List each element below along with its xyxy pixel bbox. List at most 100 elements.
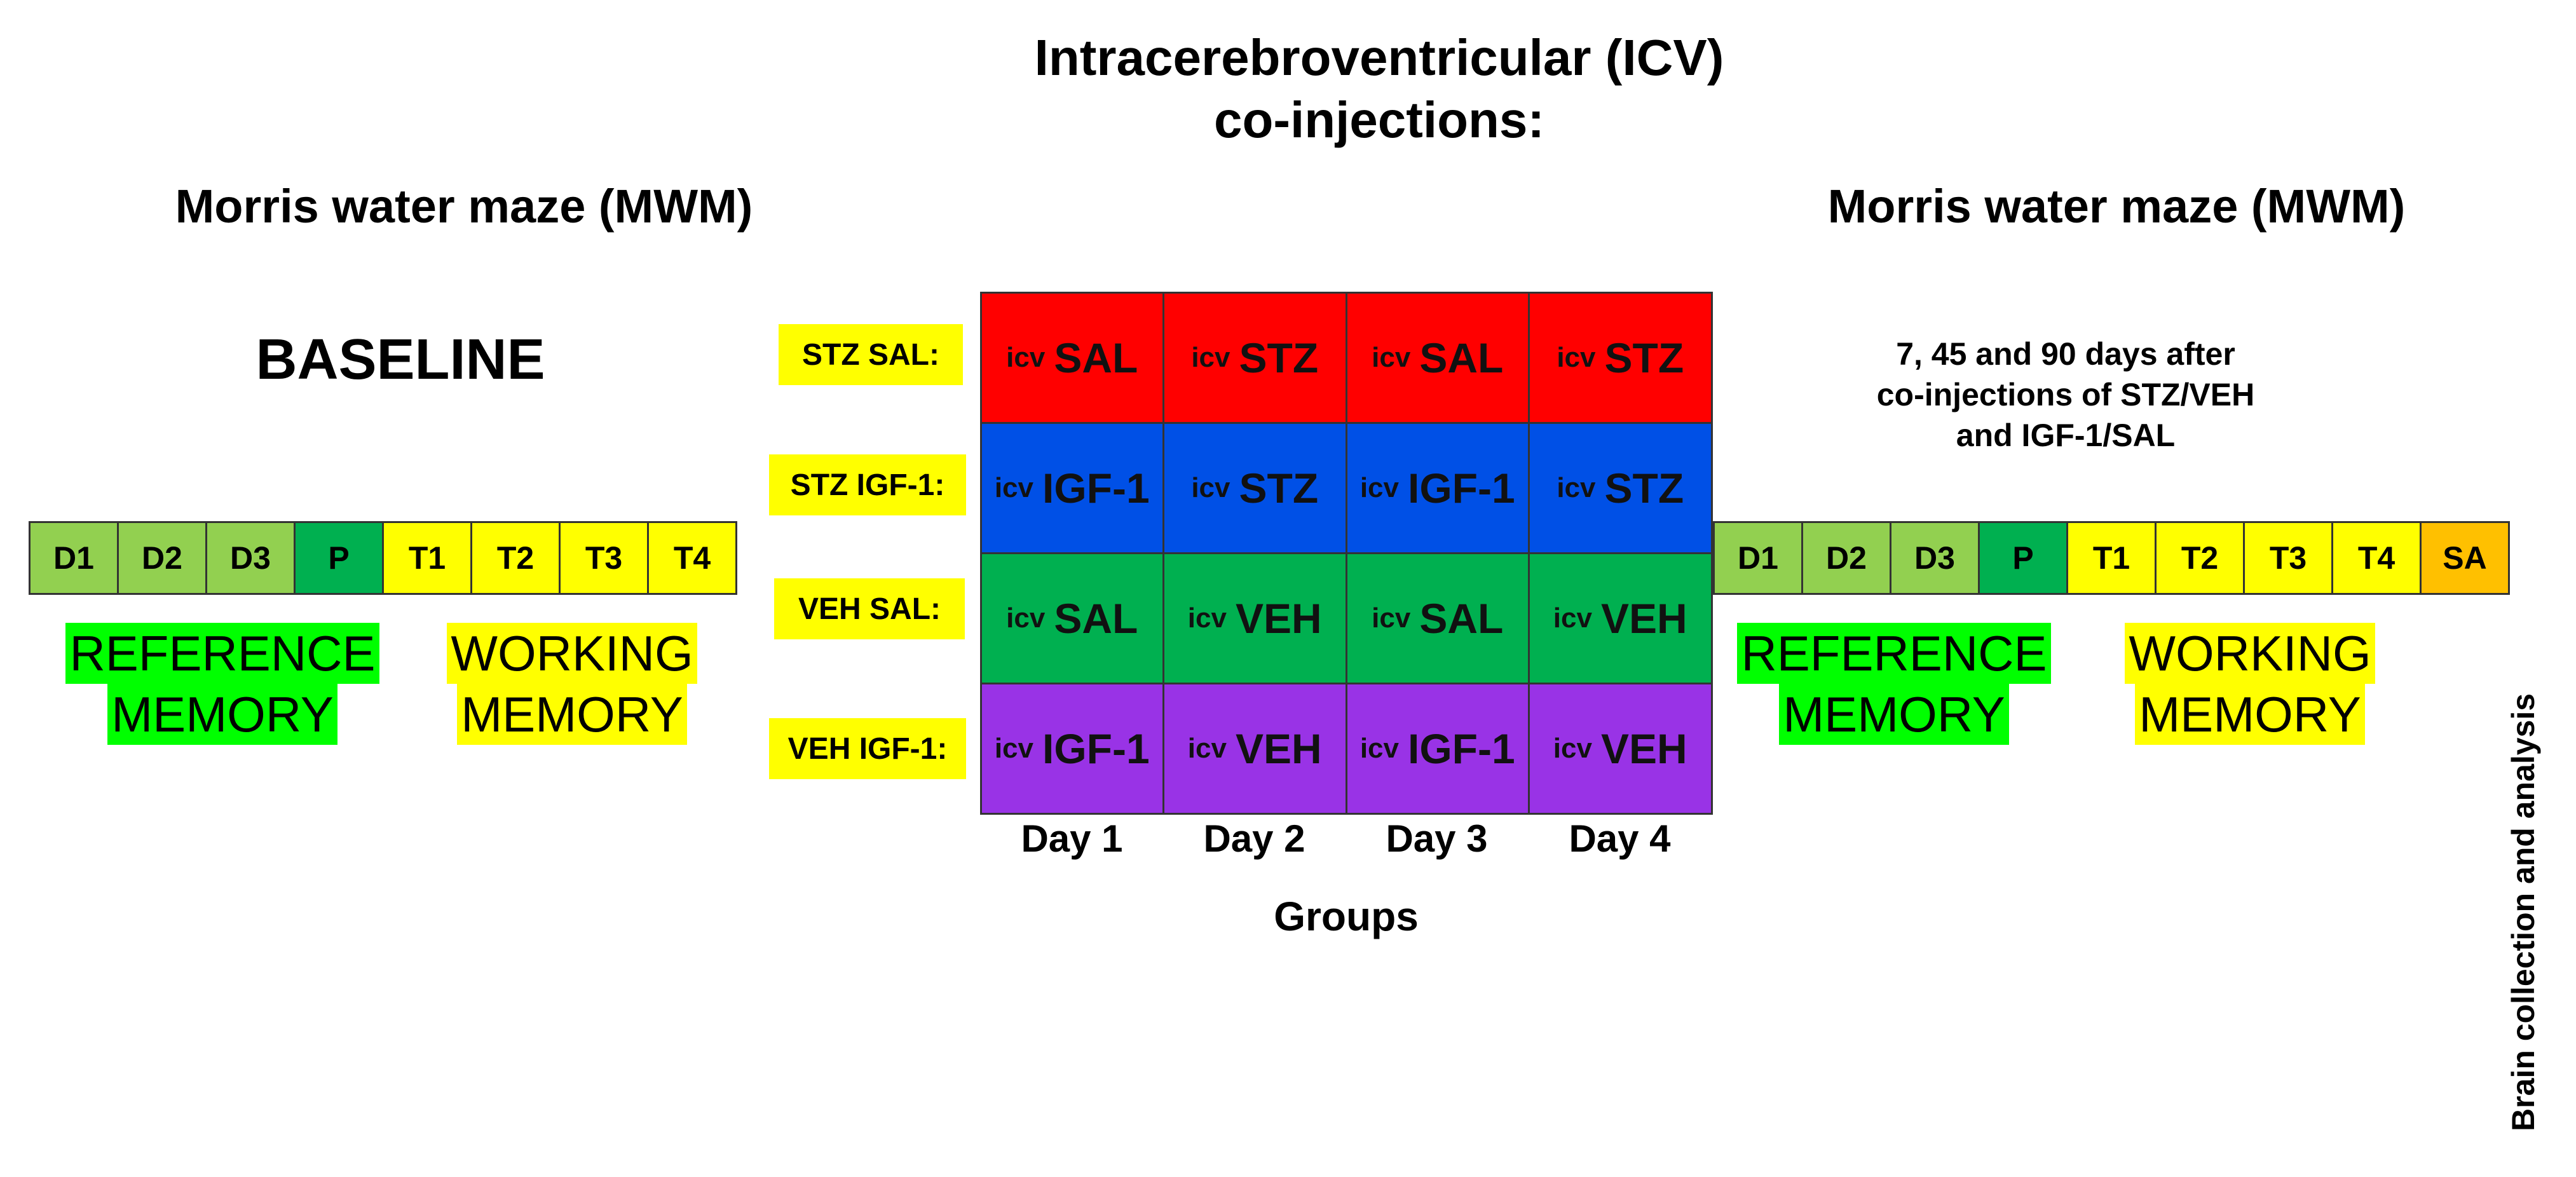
icv-title: Intracerebroventricular (ICV) co-injecti…	[890, 27, 1869, 151]
icv-prefix: icv	[1557, 472, 1596, 503]
working-memory-line2: MEMORY	[2135, 684, 2365, 745]
grid-cell: icv VEH	[1162, 682, 1347, 815]
drug-label: VEH	[1600, 594, 1687, 642]
timeline-cell-probe: P	[294, 521, 384, 595]
timeline-cell-d1: D1	[1713, 521, 1803, 595]
grid-cell: icv SAL	[1345, 291, 1530, 424]
timeline-cell-t2: T2	[2155, 521, 2245, 595]
icv-prefix: icv	[1553, 602, 1592, 634]
icv-prefix: icv	[1360, 732, 1399, 764]
day-label-3: Day 3	[1386, 817, 1488, 860]
drug-label: STZ	[1239, 334, 1319, 381]
day-label-1: Day 1	[1021, 817, 1123, 860]
icv-prefix: icv	[994, 472, 1033, 503]
drug-label: IGF-1	[1042, 725, 1150, 772]
baseline-timeline-strip: D1 D2 D3 P T1 T2 T3 T4	[29, 521, 737, 595]
timeline-cell-d1: D1	[29, 521, 119, 595]
drug-label: SAL	[1054, 334, 1138, 381]
grid-cell: icv VEH	[1528, 552, 1713, 684]
drug-label: STZ	[1604, 334, 1684, 381]
timeline-cell-d3: D3	[1890, 521, 1980, 595]
icv-prefix: icv	[1187, 732, 1227, 764]
reference-memory-label-right: REFERENCE MEMORY	[1729, 623, 2059, 745]
brain-collection-note: Brain collection and analysis	[2505, 693, 2541, 1131]
reference-memory-line2: MEMORY	[107, 684, 337, 745]
icv-prefix: icv	[1187, 602, 1227, 634]
day-label-4: Day 4	[1569, 817, 1671, 860]
icv-prefix: icv	[1191, 472, 1230, 503]
reference-memory-line2: MEMORY	[1779, 684, 2009, 745]
drug-label: STZ	[1239, 464, 1319, 512]
timeline-cell-t1: T1	[2066, 521, 2157, 595]
grid-cell: icv VEH	[1528, 682, 1713, 815]
icv-prefix: icv	[1372, 602, 1411, 634]
group-label-veh-igf1: VEH IGF-1:	[769, 718, 966, 779]
reference-memory-label-left: REFERENCE MEMORY	[51, 623, 394, 745]
icv-prefix: icv	[1372, 341, 1411, 373]
groups-axis-label: Groups	[1274, 894, 1419, 939]
grid-cell: icv STZ	[1528, 421, 1713, 554]
grid-cell: icv VEH	[1162, 552, 1347, 684]
mwm-heading-right: Morris water maze (MWM)	[1827, 180, 2406, 233]
icv-prefix: icv	[1553, 732, 1592, 764]
timeline-cell-t3: T3	[559, 521, 649, 595]
grid-cell: icv SAL	[1345, 552, 1530, 684]
timeline-cell-t3: T3	[2243, 521, 2333, 595]
icv-prefix: icv	[1557, 341, 1596, 373]
timeline-cell-sa: SA	[2420, 521, 2510, 595]
icv-prefix: icv	[1006, 602, 1046, 634]
timeline-cell-t1: T1	[382, 521, 472, 595]
drug-label: SAL	[1419, 594, 1504, 642]
group-label-veh-sal: VEH SAL:	[774, 578, 965, 639]
grid-cell: icv STZ	[1162, 291, 1347, 424]
drug-label: SAL	[1419, 334, 1504, 381]
injection-schedule-grid: icv SAL icv STZ icv SAL icv STZ icv IGF-1 icv…	[979, 291, 1713, 815]
reference-memory-line1: REFERENCE	[65, 623, 379, 684]
timeline-cell-d2: D2	[1801, 521, 1891, 595]
icv-prefix: icv	[1006, 341, 1046, 373]
drug-label: VEH	[1600, 725, 1687, 772]
grid-cell: icv STZ	[1162, 421, 1347, 554]
post-injection-note: 7, 45 and 90 days after co-injections of…	[1824, 334, 2307, 456]
post-injection-note-line2: co-injections of STZ/VEH	[1876, 377, 2255, 412]
mwm-heading-left: Morris water maze (MWM)	[175, 180, 753, 233]
working-memory-label-left: WORKING MEMORY	[407, 623, 737, 745]
drug-label: VEH	[1235, 725, 1322, 772]
timeline-cell-t4: T4	[2331, 521, 2422, 595]
grid-cell: icv IGF-1	[1345, 421, 1530, 554]
post-injection-note-line3: and IGF-1/SAL	[1956, 418, 2176, 453]
group-label-stz-sal: STZ SAL:	[779, 324, 963, 385]
grid-cell: icv IGF-1	[979, 682, 1164, 815]
drug-label: IGF-1	[1407, 725, 1515, 772]
drug-label: IGF-1	[1407, 464, 1515, 512]
working-memory-line2: MEMORY	[457, 684, 687, 745]
icv-title-line2: co-injections:	[1213, 92, 1545, 148]
drug-label: VEH	[1235, 594, 1322, 642]
followup-timeline-strip: D1 D2 D3 P T1 T2 T3 T4 SA	[1713, 521, 2510, 595]
timeline-cell-d3: D3	[205, 521, 296, 595]
timeline-cell-t4: T4	[647, 521, 737, 595]
drug-label: SAL	[1054, 594, 1138, 642]
drug-label: STZ	[1604, 464, 1684, 512]
icv-prefix: icv	[1191, 341, 1230, 373]
day-label-2: Day 2	[1203, 817, 1305, 860]
icv-prefix: icv	[1360, 472, 1399, 503]
grid-cell: icv SAL	[979, 291, 1164, 424]
post-injection-note-line1: 7, 45 and 90 days after	[1896, 336, 2235, 372]
timeline-cell-d2: D2	[117, 521, 207, 595]
icv-prefix: icv	[994, 732, 1033, 764]
drug-label: IGF-1	[1042, 464, 1150, 512]
timeline-cell-probe: P	[1978, 521, 2068, 595]
timeline-cell-t2: T2	[470, 521, 561, 595]
grid-cell: icv STZ	[1528, 291, 1713, 424]
reference-memory-line1: REFERENCE	[1737, 623, 2051, 684]
icv-title-line1: Intracerebroventricular (ICV)	[1034, 29, 1724, 86]
group-label-stz-igf1: STZ IGF-1:	[769, 454, 966, 515]
grid-cell: icv IGF-1	[1345, 682, 1530, 815]
working-memory-line1: WORKING	[447, 623, 697, 684]
baseline-label: BASELINE	[256, 328, 545, 391]
grid-cell: icv SAL	[979, 552, 1164, 684]
grid-cell: icv IGF-1	[979, 421, 1164, 554]
working-memory-line1: WORKING	[2125, 623, 2375, 684]
working-memory-label-right: WORKING MEMORY	[2078, 623, 2422, 745]
